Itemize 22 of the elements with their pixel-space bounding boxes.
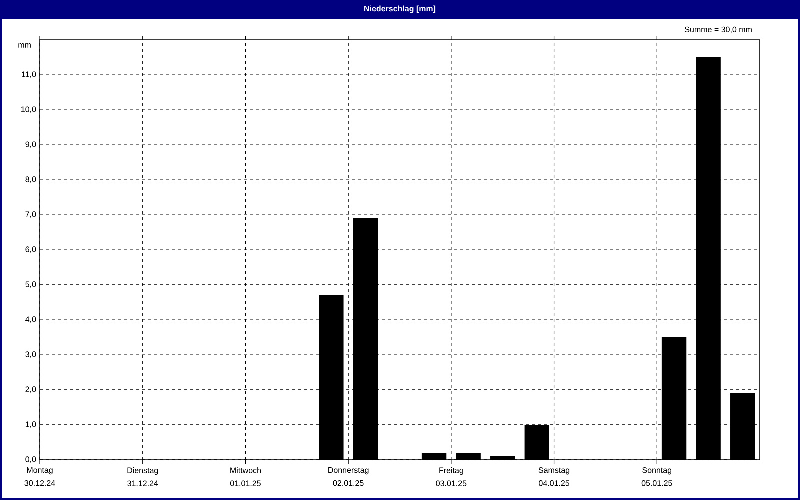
- y-tick-label: 3,0: [26, 352, 36, 358]
- y-tick-label: 4,0: [26, 316, 36, 324]
- x-tick-label: Montag 30.12.24: [24, 468, 56, 486]
- y-tick-label: 2,0: [26, 386, 36, 394]
- y-tick-label: 6,0: [26, 246, 36, 254]
- y-tick-label: 0,0: [26, 456, 36, 464]
- y-tick-label: 7,0: [26, 212, 36, 218]
- y-tick-label: 11,0: [22, 72, 36, 78]
- x-tick-label: Donnerstag 02.01.25: [328, 468, 369, 486]
- text: Summe = 30,0 mm: [685, 26, 752, 34]
- chart-title: Niederschlag [mm]: [364, 6, 436, 14]
- x-tick-label: Freitag 03.01.25: [436, 468, 467, 486]
- y-tick-label: 5,0: [26, 282, 36, 288]
- x-tick-label: Samstag 04.01.25: [538, 468, 570, 486]
- y-tick-label: 10,0: [22, 106, 36, 114]
- y-tick-label: 9,0: [26, 142, 36, 148]
- x-tick-label: Sonntag 05.01.25: [642, 468, 672, 486]
- y-axis-title: mm: [18, 44, 31, 48]
- x-tick-label: Mittwoch 01.01.25: [230, 468, 261, 486]
- y-tick-label: 8,0: [26, 176, 36, 184]
- y-tick-label: 1,0: [26, 422, 36, 428]
- x-tick-label: Dienstag 31.12.24: [128, 468, 158, 486]
